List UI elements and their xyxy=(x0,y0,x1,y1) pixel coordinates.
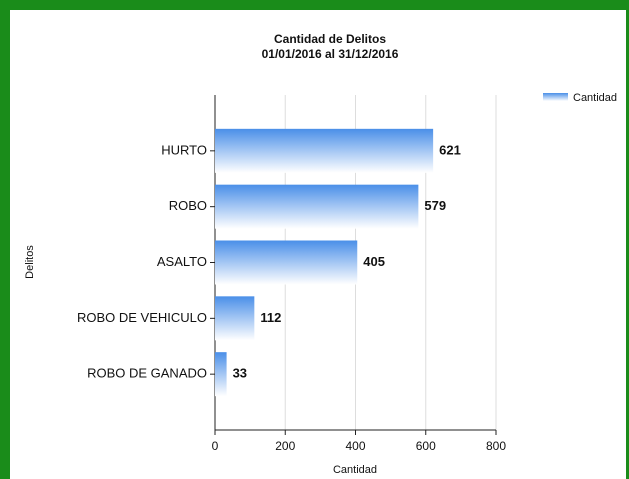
bar xyxy=(215,184,419,229)
chart-subtitle: 01/01/2016 al 31/12/2016 xyxy=(262,47,399,61)
bar xyxy=(215,296,255,341)
x-axis-label: Cantidad xyxy=(333,464,377,476)
x-tick-label: 800 xyxy=(486,439,506,453)
y-tick-label: ROBO DE VEHICULO xyxy=(77,310,207,325)
x-tick-label: 600 xyxy=(416,439,436,453)
legend-swatch xyxy=(543,93,568,101)
y-tick-label: ROBO DE GANADO xyxy=(87,366,207,381)
y-tick-label: HURTO xyxy=(161,142,207,157)
bar xyxy=(215,240,358,285)
x-tick-label: 400 xyxy=(345,439,365,453)
data-label: 621 xyxy=(439,142,461,157)
y-tick-label: ASALTO xyxy=(157,254,207,269)
data-label: 579 xyxy=(424,198,446,213)
y-tick-label: ROBO xyxy=(169,198,207,213)
data-label: 112 xyxy=(260,310,281,325)
x-tick-label: 200 xyxy=(275,439,295,453)
chart-title: Cantidad de Delitos xyxy=(274,32,386,46)
legend-label: Cantidad xyxy=(573,92,617,104)
x-tick-label: 0 xyxy=(212,439,219,453)
bar xyxy=(215,352,227,397)
data-label: 405 xyxy=(363,254,385,269)
y-axis-label: Delitos xyxy=(24,245,36,279)
data-label: 33 xyxy=(233,366,247,381)
bar xyxy=(215,128,434,173)
